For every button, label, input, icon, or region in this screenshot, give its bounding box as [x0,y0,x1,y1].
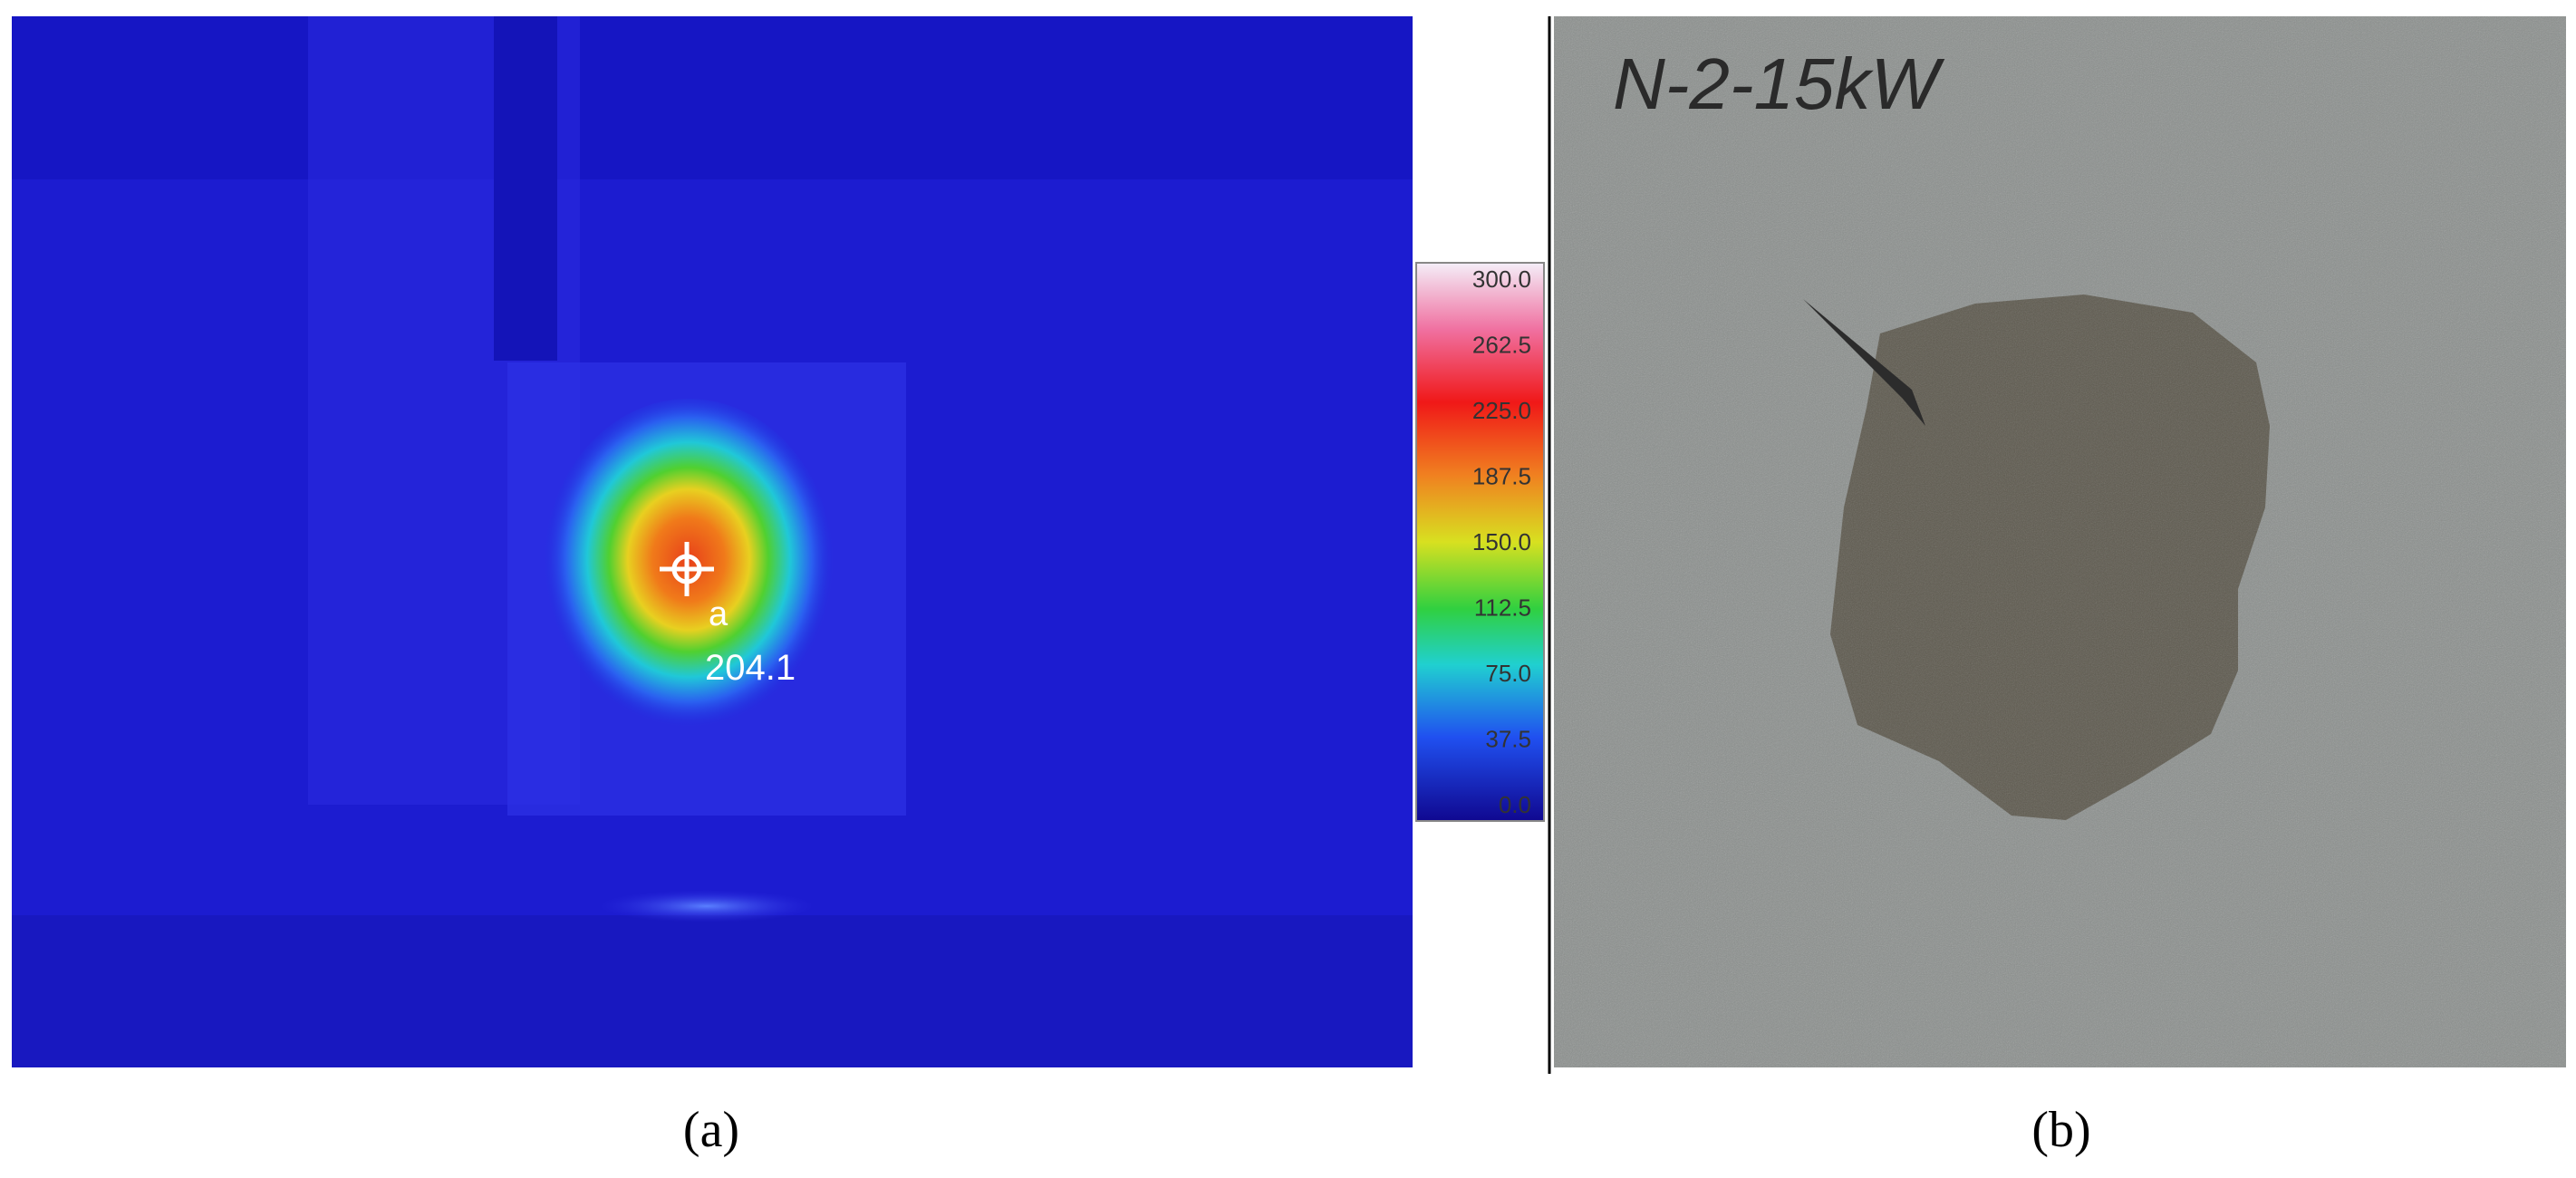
colorbar-tick-label: 37.5 [1485,726,1531,753]
colorbar-tick-label: 150.0 [1472,528,1531,555]
colorbar-tick-label: 75.0 [1485,660,1531,687]
thermal-image: a 204.1 [12,16,1413,1067]
colorbar-tick-label: 112.5 [1474,594,1531,622]
photo: N-2-15kW [1554,16,2566,1067]
marker-reading: 204.1 [705,648,796,688]
colorbar: 300.0 262.5 225.0 187.5 150.0 112.5 75.0 37.5 0.… [1415,262,1545,822]
panel-label: (a) [683,1102,739,1158]
handwriting: N-2-15kW [1613,43,1945,124]
colorbar-tick-label: 300.0 [1472,266,1531,293]
colorbar-tick-label: 187.5 [1472,463,1531,490]
colorbar-tick-label: 225.0 [1472,397,1531,424]
panel-label: (b) [2031,1102,2090,1158]
colorbar-tick-label: 0.0 [1499,791,1531,818]
colorbar-tick-label: 262.5 [1472,332,1531,359]
marker-name: a [709,595,728,633]
